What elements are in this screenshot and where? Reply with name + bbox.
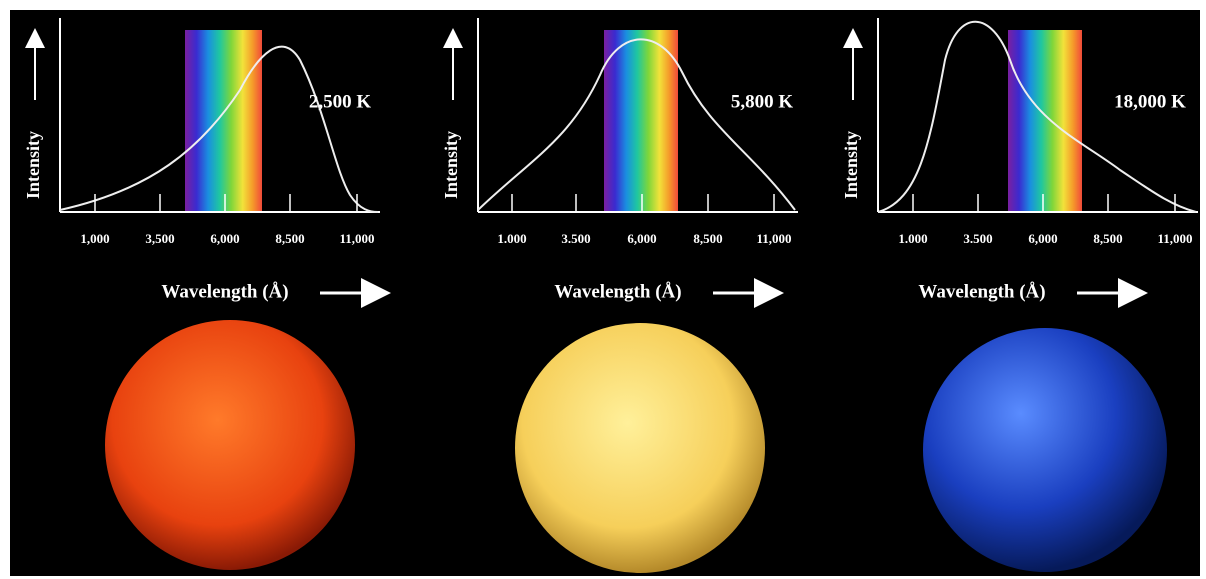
tick-label: 3,500 [145, 231, 174, 246]
intensity-curve [59, 45, 379, 213]
temperature: 5,800 K [731, 91, 794, 112]
spectrum [1008, 30, 1082, 212]
intensity-curve [477, 38, 796, 211]
x-label: Wavelength (Å) [918, 281, 1045, 302]
temperature: 18,000 K [1114, 91, 1186, 112]
intensity-curve [877, 20, 1197, 213]
y-label: Intensity [23, 131, 43, 199]
y-label: Intensity [841, 131, 861, 199]
temperature: 2,500 K [309, 91, 372, 112]
spectrum [185, 30, 262, 212]
x-label: Wavelength (Å) [161, 281, 288, 302]
tick-label: 1,000 [80, 231, 109, 246]
tick-label: 6,000 [1028, 231, 1057, 246]
tick-label: 6,000 [210, 231, 239, 246]
tick-label: 1.000 [497, 231, 526, 246]
tick-label: 1.000 [898, 231, 927, 246]
tick-label: 3.500 [561, 231, 590, 246]
tick-label: 11,000 [756, 231, 791, 246]
tick-label: 8,500 [693, 231, 722, 246]
tick-label: 11,000 [339, 231, 374, 246]
tick-label: 3.500 [963, 231, 992, 246]
spectrum [604, 30, 678, 212]
y-label: Intensity [441, 131, 461, 199]
tick-label: 8,500 [275, 231, 304, 246]
blue-star [923, 328, 1167, 572]
tick-label: 11,000 [1157, 231, 1192, 246]
tick-label: 8,500 [1093, 231, 1122, 246]
panels: Intensity 2,500 K 1,000 3,500 6,000 8,500 11,0… [23, 18, 1198, 308]
tick-label: 6,000 [627, 231, 656, 246]
x-label: Wavelength (Å) [554, 281, 681, 302]
red-star [105, 320, 355, 570]
yellow-star [515, 323, 765, 573]
